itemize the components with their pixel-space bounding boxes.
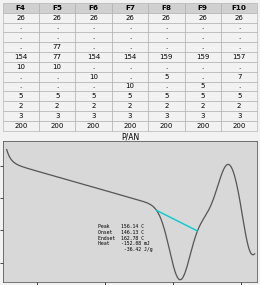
Title: P/AN: P/AN [121,133,139,141]
Text: Peak    156.14 C
Onset   146.13 C
Endset  162.78 C
Heat    -152.08 mJ
         -: Peak 156.14 C Onset 146.13 C Endset 162.… [98,224,153,252]
